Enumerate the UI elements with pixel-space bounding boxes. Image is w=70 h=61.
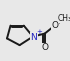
Text: O: O [41, 43, 48, 52]
Text: O: O [51, 21, 58, 30]
Text: N: N [30, 33, 37, 42]
Text: +: + [36, 29, 42, 35]
Text: CH₃: CH₃ [58, 14, 70, 23]
